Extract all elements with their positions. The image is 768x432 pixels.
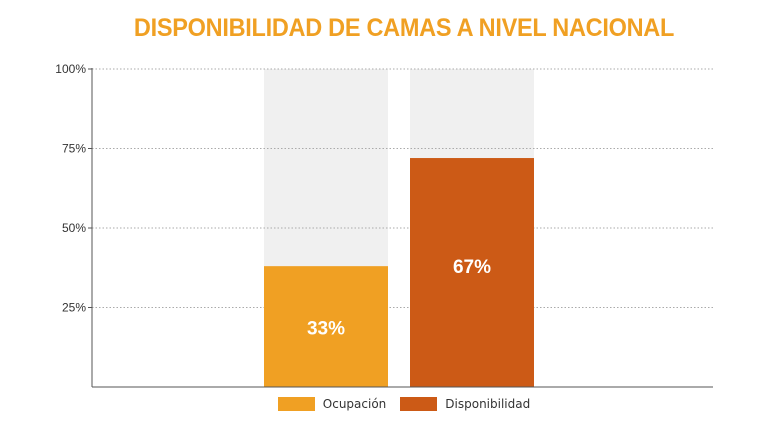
chart-title: DISPONIBILIDAD DE CAMAS A NIVEL NACIONAL — [133, 14, 675, 42]
legend-swatch-ocupacion — [277, 397, 315, 411]
bars — [264, 158, 534, 387]
legend-swatch-disponibilidad — [400, 397, 438, 411]
y-tick-label-50: 50% — [62, 221, 86, 235]
bar-value-label-1: 67% — [453, 257, 491, 278]
legend-label-disponibilidad: Disponibilidad — [445, 397, 531, 411]
y-tick-label-75: 75% — [62, 142, 86, 156]
y-tick-label-25: 25% — [62, 301, 86, 315]
axes — [91, 68, 713, 388]
legend-item-ocupacion: Ocupación — [277, 397, 387, 411]
legend: Ocupación Disponibilidad — [0, 397, 768, 411]
bar-value-labels: 33% 67% — [307, 257, 491, 340]
y-tick-label-100: 100% — [55, 62, 86, 76]
legend-label-ocupacion: Ocupación — [322, 397, 387, 411]
grid-lines — [92, 68, 713, 308]
legend-item-disponibilidad: Disponibilidad — [400, 397, 530, 411]
y-tick-labels: 25% 50% 75% 100% — [55, 62, 92, 315]
bar-1 — [410, 158, 534, 387]
bar-0 — [264, 266, 388, 387]
bar-value-label-0: 33% — [307, 319, 345, 340]
